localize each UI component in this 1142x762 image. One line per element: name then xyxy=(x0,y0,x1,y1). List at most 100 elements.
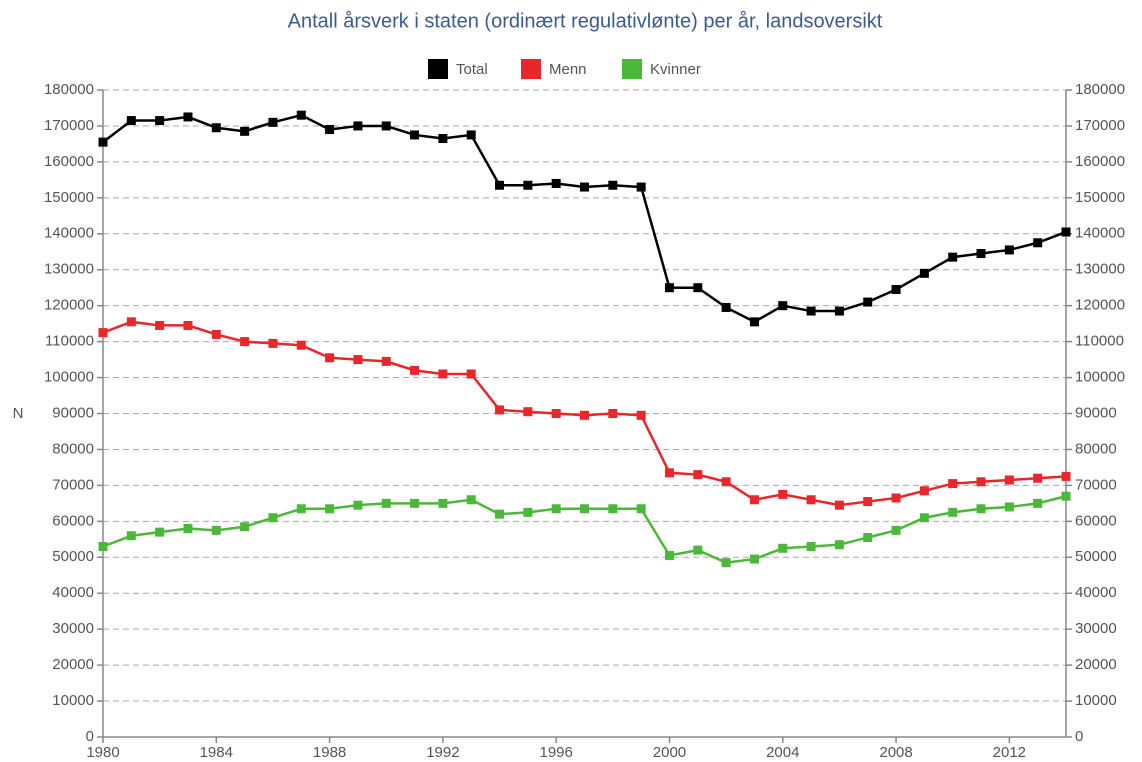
legend-swatch xyxy=(521,59,541,79)
point xyxy=(155,116,165,126)
point xyxy=(183,524,193,534)
point xyxy=(98,137,108,147)
point xyxy=(381,121,391,131)
point xyxy=(296,110,306,120)
point xyxy=(636,182,646,192)
point xyxy=(211,525,221,535)
point xyxy=(693,283,703,293)
point xyxy=(976,249,986,259)
y-tick-label: 160000 xyxy=(44,153,94,170)
point xyxy=(749,495,759,505)
y-tick-label: 30000 xyxy=(52,620,94,637)
point xyxy=(806,495,816,505)
point xyxy=(523,407,533,417)
y-tick-label: 40000 xyxy=(52,584,94,601)
point xyxy=(325,125,335,135)
y2-tick-label: 0 xyxy=(1075,728,1083,745)
point xyxy=(466,495,476,505)
series-line xyxy=(102,113,1067,324)
point xyxy=(778,489,788,499)
y-tick-label: 60000 xyxy=(52,512,94,529)
x-tick-label: 2000 xyxy=(653,744,686,761)
point xyxy=(948,507,958,517)
point xyxy=(155,527,165,537)
chart-title: Antall årsverk i staten (ordinært regula… xyxy=(288,10,883,32)
point xyxy=(919,268,929,278)
legend-swatch xyxy=(622,59,642,79)
y2-tick-label: 100000 xyxy=(1075,369,1125,386)
point xyxy=(240,337,250,347)
y-tick-label: 50000 xyxy=(52,548,94,565)
y2-tick-label: 140000 xyxy=(1075,225,1125,242)
y2-tick-label: 90000 xyxy=(1075,404,1117,421)
point xyxy=(495,405,505,415)
y-tick-label: 100000 xyxy=(44,369,94,386)
y2-tick-label: 10000 xyxy=(1075,692,1117,709)
point xyxy=(268,338,278,348)
point xyxy=(211,123,221,133)
legend-label: Kvinner xyxy=(650,61,701,78)
y-tick-label: 180000 xyxy=(44,81,94,98)
point xyxy=(1033,238,1043,248)
point xyxy=(749,317,759,327)
y-tick-label: 170000 xyxy=(44,117,94,134)
point xyxy=(410,365,420,375)
x-tick-label: 1984 xyxy=(200,744,233,761)
y-tick-label: 10000 xyxy=(52,692,94,709)
point xyxy=(608,504,618,514)
x-tick-label: 2004 xyxy=(766,744,799,761)
point xyxy=(693,545,703,555)
point xyxy=(636,410,646,420)
point xyxy=(806,306,816,316)
point xyxy=(410,498,420,508)
y-tick-label: 120000 xyxy=(44,297,94,314)
point xyxy=(863,297,873,307)
legend-swatch xyxy=(428,59,448,79)
x-tick-label: 1996 xyxy=(539,744,572,761)
y2-tick-label: 80000 xyxy=(1075,440,1117,457)
point xyxy=(948,479,958,489)
y-tick-label: 150000 xyxy=(44,189,94,206)
legend-label: Total xyxy=(456,61,488,78)
point xyxy=(1004,475,1014,485)
point xyxy=(353,500,363,510)
legend-label: Menn xyxy=(549,61,587,78)
y-tick-label: 80000 xyxy=(52,440,94,457)
point xyxy=(495,509,505,519)
y2-tick-label: 160000 xyxy=(1075,153,1125,170)
x-tick-label: 2012 xyxy=(993,744,1026,761)
point xyxy=(580,504,589,514)
point xyxy=(325,504,335,514)
point xyxy=(268,117,278,127)
point xyxy=(240,522,250,532)
point xyxy=(778,301,788,311)
point xyxy=(438,369,448,379)
point xyxy=(693,470,703,480)
point xyxy=(919,513,929,523)
point xyxy=(466,369,476,379)
point xyxy=(834,306,844,316)
point xyxy=(438,134,448,144)
point xyxy=(211,329,221,339)
point xyxy=(806,541,816,551)
y2-tick-label: 70000 xyxy=(1075,476,1117,493)
point xyxy=(580,410,589,420)
y2-tick-label: 120000 xyxy=(1075,297,1125,314)
y2-tick-label: 50000 xyxy=(1075,548,1117,565)
point xyxy=(580,182,589,192)
point xyxy=(268,513,278,523)
point xyxy=(1061,491,1071,501)
point xyxy=(834,500,844,510)
y2-tick-label: 30000 xyxy=(1075,620,1117,637)
point xyxy=(126,317,136,327)
point xyxy=(608,180,618,190)
point xyxy=(353,121,363,131)
point xyxy=(126,531,136,541)
point xyxy=(721,558,731,568)
point xyxy=(1061,227,1071,237)
point xyxy=(523,507,533,517)
point xyxy=(98,328,108,338)
point xyxy=(98,541,108,551)
point xyxy=(495,180,505,190)
